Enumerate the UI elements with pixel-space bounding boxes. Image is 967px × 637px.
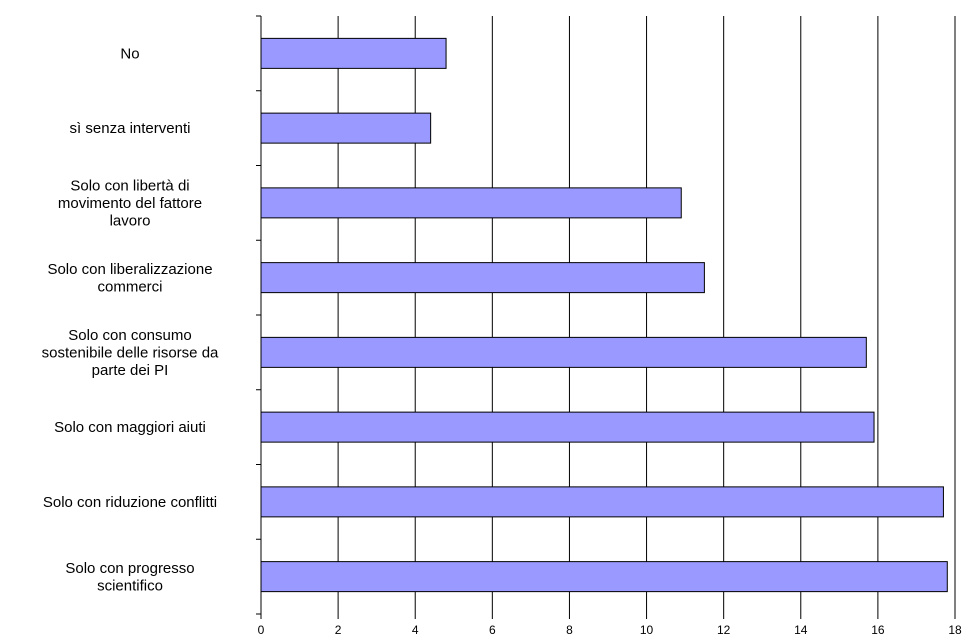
x-tick-label: 12 (717, 623, 731, 637)
x-tick-label: 18 (948, 623, 962, 637)
bar-1 (260, 112, 432, 144)
bar-5 (260, 411, 875, 443)
category-label-line: No (120, 45, 139, 62)
x-tick-label: 14 (794, 623, 808, 637)
x-tick-label: 10 (640, 623, 654, 637)
axes (256, 15, 956, 619)
category-label: Solo con progresso scientifico (65, 560, 194, 595)
category-label-line: Solo con maggiori aiuti (54, 419, 206, 436)
category-label-line: Solo con riduzione conflitti (43, 494, 217, 511)
category-label: Solo con maggiori aiuti (54, 419, 206, 436)
category-label-line: Solo con libertà di (70, 177, 189, 194)
category-label-line: Solo con progresso (65, 560, 194, 577)
bars (260, 37, 948, 593)
x-tick-label: 6 (489, 623, 496, 637)
category-label: Solo con riduzione conflitti (43, 494, 217, 511)
category-label: sì senza interventi (70, 120, 191, 137)
x-tick-label: 16 (871, 623, 885, 637)
category-label: Solo con liberalizzazione commerci (47, 261, 212, 296)
x-tick-label: 8 (566, 623, 573, 637)
bar-3 (260, 262, 705, 294)
category-label-line: commerci (97, 278, 162, 295)
x-tick-label: 4 (412, 623, 419, 637)
x-tick-labels: 0 2 4 6 8 10 12 14 16 18 (258, 623, 962, 637)
category-label-line: sostenibile delle risorse da (42, 344, 219, 361)
category-label-line: sì senza interventi (70, 120, 191, 137)
category-label: Solo con consumo sostenibile delle risors… (42, 327, 219, 379)
x-tick-label: 0 (258, 623, 265, 637)
bar-0 (260, 37, 447, 69)
category-label-line: Solo con liberalizzazione (47, 261, 212, 278)
category-label: Solo con libertà di movimento del fattore… (58, 177, 202, 229)
category-label-line: scientifico (97, 577, 163, 594)
bar-6 (260, 486, 944, 518)
category-label-line: parte dei PI (92, 362, 169, 379)
bar-4 (260, 336, 867, 368)
grid (337, 16, 956, 614)
category-label-line: lavoro (110, 212, 151, 229)
bar-2 (260, 187, 682, 219)
category-label: No (120, 45, 139, 62)
bar-7 (260, 561, 948, 593)
category-label-line: movimento del fattore (58, 195, 202, 212)
category-label-line: Solo con consumo (68, 327, 191, 344)
x-tick-label: 2 (335, 623, 342, 637)
category-labels: No sì senza interventi Solo con libertà di… (42, 45, 219, 594)
